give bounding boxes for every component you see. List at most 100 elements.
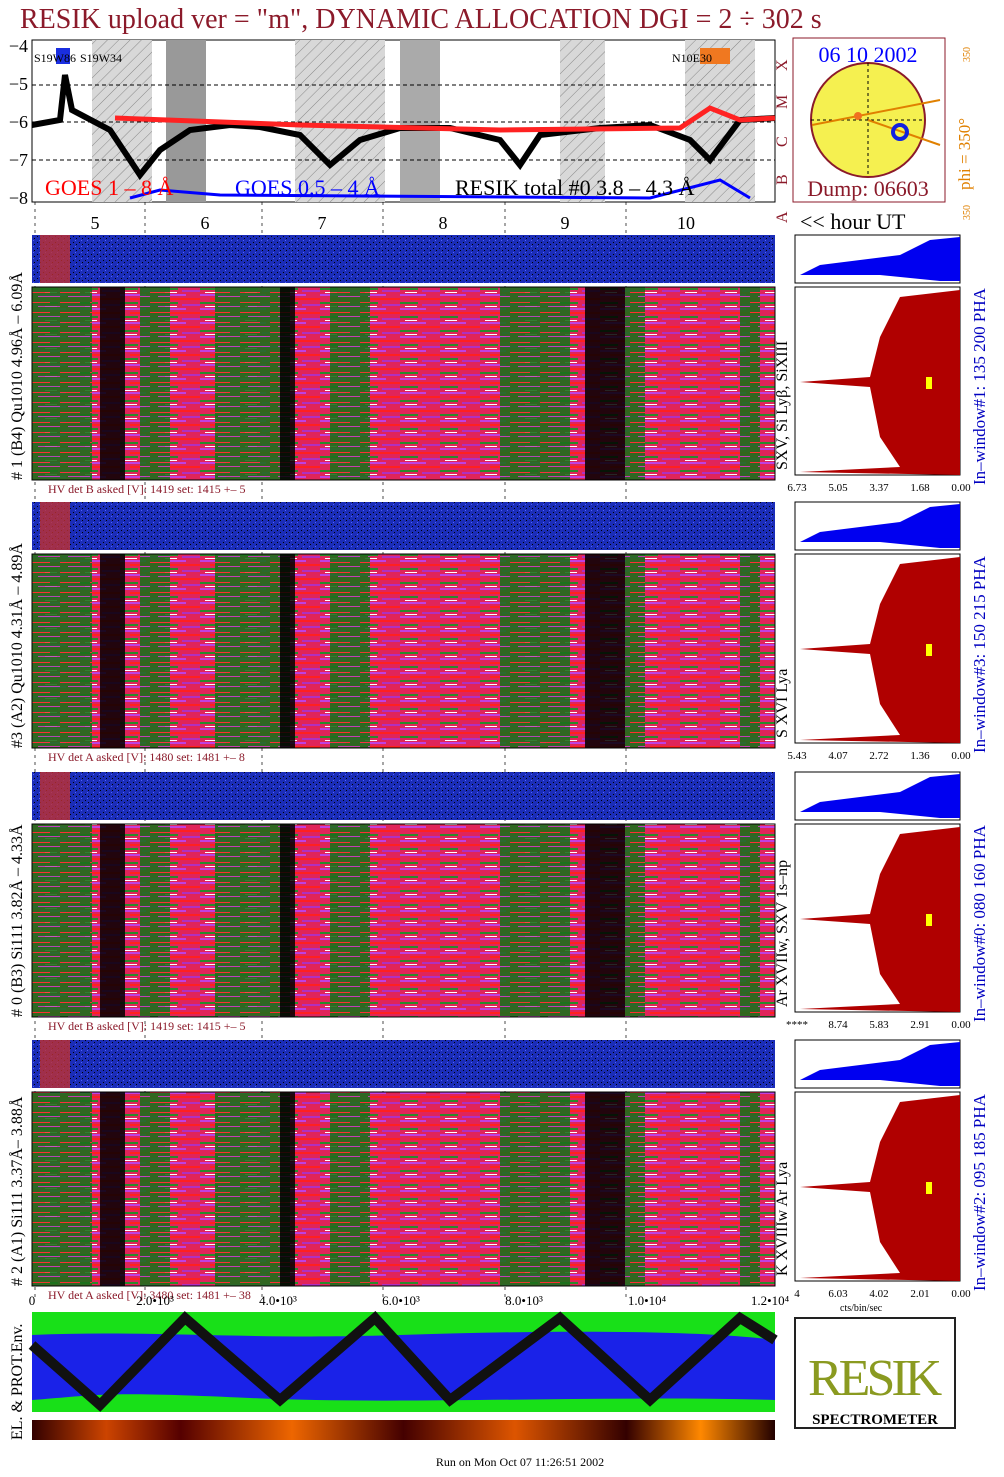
- spectrogram-band: [32, 287, 92, 480]
- hist-tick: 2.01: [910, 1288, 929, 1300]
- sun-phi: phi = 350°: [955, 118, 974, 190]
- logo: RESIK SPECTROMETER: [794, 1317, 956, 1429]
- spectrogram-band: [625, 1092, 645, 1286]
- logo-name: RESIK: [808, 1350, 943, 1407]
- sun-phi-scale: 350: [962, 47, 973, 62]
- strip: [32, 1040, 775, 1088]
- time-tick: 4.0•10³: [259, 1293, 297, 1308]
- hist-tick: 6.03: [828, 1288, 848, 1300]
- y-tick-label: −5: [9, 74, 28, 94]
- strip: [32, 772, 775, 820]
- spectrogram-band: [140, 824, 170, 1017]
- hour-label: 5: [91, 213, 100, 233]
- spectrogram-band: [330, 554, 370, 748]
- spectrogram-band: [330, 824, 370, 1017]
- line-label: SXV, Si Lyβ, SiXIII: [774, 341, 791, 470]
- spectrogram-band: [740, 824, 760, 1017]
- flare-class: B: [774, 174, 791, 185]
- detector-label: # 1 (B4) Qu1010 4.96Å – 6.09Å: [8, 272, 26, 480]
- strip-hot: [40, 772, 70, 820]
- footer: Run on Mon Oct 07 11:26:51 2002: [436, 1455, 604, 1469]
- hist-marker: [926, 914, 932, 926]
- y-tick-label: −8: [9, 188, 28, 208]
- hist-tick: 4: [794, 1288, 800, 1300]
- legend-entry: GOES 1 – 8 Å: [45, 175, 173, 200]
- window-label: In–window#2: 095 185 PHA: [970, 1093, 989, 1291]
- hist-main: [800, 557, 960, 743]
- spectrogram-band: [215, 287, 290, 480]
- detector-label: # 0 (B3) Si111 3.82Å – 4.33Å: [8, 824, 26, 1017]
- spectrogram-band: [500, 554, 570, 748]
- spectrogram-band: [500, 824, 570, 1017]
- title: RESIK upload ver = "m", DYNAMIC ALLOCATI…: [20, 4, 822, 35]
- window-label: In–window#3: 150 215 PHA: [970, 555, 989, 753]
- spectrogram-band: [32, 554, 92, 748]
- hour-label: 7: [318, 213, 327, 233]
- line-label: K XVIIIw Ar Lya: [774, 1162, 791, 1276]
- spectrogram-band: [625, 287, 645, 480]
- spectrogram-band: [625, 824, 645, 1017]
- hv-text: HV det B asked [V]: 1419 set: 1415 +– 5: [48, 482, 246, 496]
- hist-tick: 1.68: [910, 482, 930, 494]
- spectrogram-band: [32, 1092, 92, 1286]
- sun-dump: Dump: 06603: [807, 176, 929, 201]
- region-label: S19W34: [80, 51, 122, 65]
- spectrogram-frame: [31, 553, 776, 749]
- window-label: In–window#0: 080 160 PHA: [970, 824, 989, 1022]
- region-label: S19W86: [34, 51, 76, 65]
- time-tick: 0: [29, 1293, 36, 1308]
- line-label: Ar XVIIw, SXV 1s–np: [774, 860, 791, 1007]
- hist-tick: 0.00: [951, 482, 971, 494]
- hist-tick: 0.00: [951, 1019, 971, 1031]
- hour-unit: << hour UT: [800, 209, 906, 234]
- spectrogram-band: [585, 1092, 625, 1286]
- environment-label: EL. & PROT.Env.: [9, 1324, 26, 1440]
- hist-tick: 5.83: [869, 1019, 889, 1031]
- spectrogram-band: [330, 287, 370, 480]
- spectrogram-band: [500, 287, 570, 480]
- spectrogram-band: [280, 287, 295, 480]
- spectrogram-band: [740, 287, 760, 480]
- hist-marker: [926, 1182, 932, 1194]
- spectrogram-frame: [31, 823, 776, 1018]
- hour-label: 6: [201, 213, 210, 233]
- time-tick: 1.2•10⁴: [751, 1293, 790, 1308]
- hist-main: [800, 827, 960, 1012]
- hist-tick: 2.91: [910, 1019, 929, 1031]
- region-label: N10E30: [672, 51, 712, 65]
- hist-tick: 5.43: [787, 750, 807, 762]
- spectrogram-band: [280, 824, 295, 1017]
- hist-tick: 4.02: [869, 1288, 888, 1300]
- time-tick: 2.0•10³: [136, 1293, 174, 1308]
- spectrogram-band: [500, 1092, 570, 1286]
- hist-tick: ****: [786, 1019, 808, 1031]
- spectrogram-band: [100, 287, 125, 480]
- detector-label: # 2 (A1) Si111 3.37Å– 3.88Å: [8, 1096, 26, 1286]
- hour-label: 8: [439, 213, 448, 233]
- hist-small: [800, 504, 960, 548]
- hist-tick: 8.74: [828, 1019, 848, 1031]
- hist-tick: 0.00: [951, 1288, 971, 1300]
- spectrogram-band: [140, 1092, 170, 1286]
- spectrogram-band: [100, 1092, 125, 1286]
- spectrogram-band: [740, 1092, 760, 1286]
- hist-marker: [926, 644, 932, 656]
- hist-small: [800, 1042, 960, 1086]
- flare-class: X: [774, 59, 791, 71]
- y-tick-label: −7: [9, 150, 28, 170]
- legend-entry: GOES 0.5 – 4 Å: [235, 175, 380, 200]
- hist-small: [800, 237, 960, 281]
- line-label: S XVI Lya: [774, 669, 791, 738]
- goes-panel: S19W86 S19W34 N10E30 GOES 1 – 8 Å GOES 0…: [31, 39, 776, 203]
- spectrogram-band: [140, 554, 170, 748]
- spectrogram-band: [100, 554, 125, 748]
- spectrogram-band: [585, 554, 625, 748]
- spectrogram-band: [215, 554, 290, 748]
- spectrogram-band: [585, 287, 625, 480]
- hist-main: [800, 1095, 960, 1281]
- hist-marker: [926, 377, 932, 389]
- hist-small: [800, 774, 960, 818]
- hour-label: 10: [677, 213, 695, 233]
- spectrogram-band: [140, 287, 170, 480]
- spectrogram-frame: [31, 286, 776, 481]
